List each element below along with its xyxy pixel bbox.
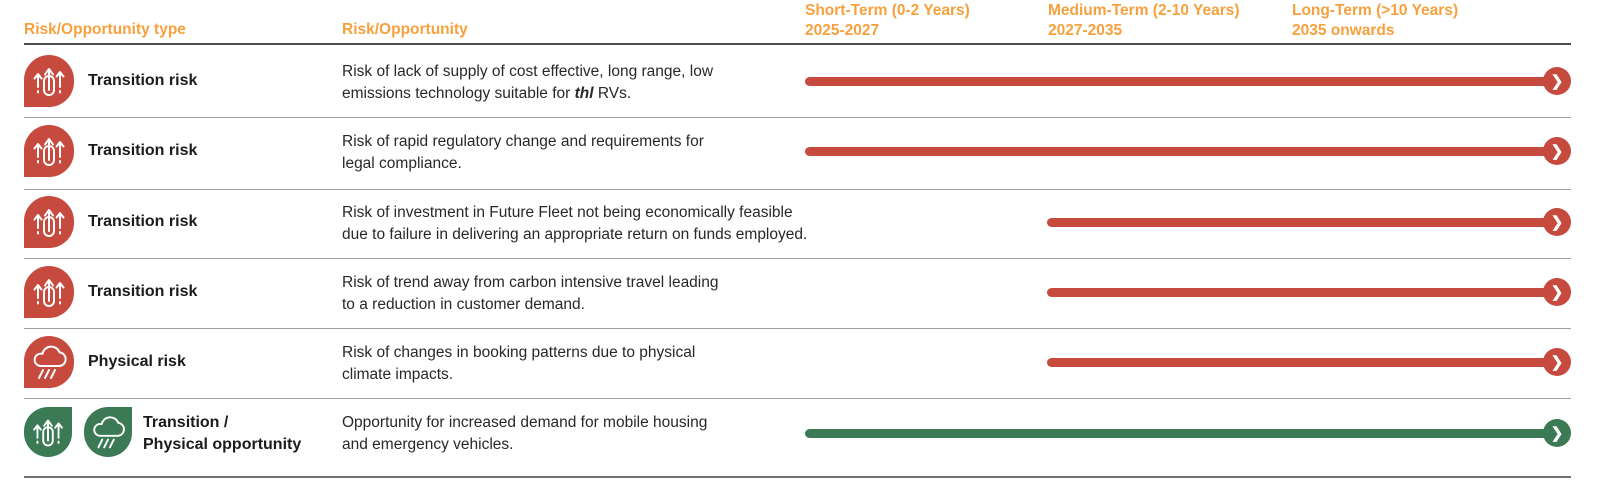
description-text: Risk of lack of supply of cost effective… — [342, 63, 714, 102]
timeline-arrow-head: ❯ — [1543, 137, 1571, 165]
description-brand-text: thl — [574, 85, 594, 102]
timeline-arrow-head: ❯ — [1543, 67, 1571, 95]
timeline-arrow-head: ❯ — [1543, 348, 1571, 376]
row-separator — [24, 189, 1571, 190]
row-type-label: Transition / Physical opportunity — [143, 414, 302, 453]
row-separator — [24, 258, 1571, 259]
timeline-arrow-head: ❯ — [1543, 419, 1571, 447]
header-long-term: Long-Term (>10 Years) 2035 onwards — [1292, 2, 1459, 39]
description-text: RVs. — [593, 85, 632, 102]
row-description: Risk of lack of supply of cost effective… — [342, 61, 713, 105]
row-type-label: Transition risk — [88, 142, 198, 159]
transition-risk-icon — [24, 55, 74, 107]
row-description: Opportunity for increased demand for mob… — [342, 414, 708, 453]
timeline-arrow-head: ❯ — [1543, 208, 1571, 236]
row-type-label: Transition risk — [88, 213, 198, 230]
row-type-label: Transition risk — [88, 72, 198, 89]
header-underline — [24, 43, 1571, 45]
transition-risk-icon — [24, 196, 74, 248]
chevron-right-icon: ❯ — [1550, 72, 1564, 90]
chevron-right-icon: ❯ — [1550, 353, 1564, 371]
row-description: Risk of trend away from carbon intensive… — [342, 274, 719, 313]
chevron-right-icon: ❯ — [1550, 424, 1564, 442]
header-short-term: Short-Term (0-2 Years) 2025-2027 — [805, 2, 970, 39]
header-risk-opportunity-type: Risk/Opportunity type — [24, 21, 186, 38]
timeline-arrow-line — [805, 147, 1550, 156]
header-risk-opportunity: Risk/Opportunity — [342, 21, 468, 38]
row-separator — [24, 398, 1571, 399]
timeline-arrow-line — [805, 77, 1550, 86]
transition-risk-icon — [24, 266, 74, 318]
physical-opportunity-icon — [84, 407, 132, 457]
row-description: Risk of rapid regulatory change and requ… — [342, 133, 704, 172]
row-type-label: Transition risk — [88, 283, 198, 300]
row-description: Risk of changes in booking patterns due … — [342, 344, 696, 383]
timeline-arrow-line — [1047, 218, 1550, 227]
chevron-right-icon: ❯ — [1550, 142, 1564, 160]
chevron-right-icon: ❯ — [1550, 283, 1564, 301]
timeline-arrow-line — [1047, 288, 1550, 297]
physical-risk-icon — [24, 336, 74, 388]
timeline-arrow-line — [1047, 358, 1550, 367]
row-type-label: Physical risk — [88, 353, 186, 370]
row-description: Risk of investment in Future Fleet not b… — [342, 204, 808, 243]
transition-risk-icon — [24, 125, 74, 177]
header-medium-term: Medium-Term (2-10 Years) 2027-2035 — [1048, 2, 1240, 39]
chevron-right-icon: ❯ — [1550, 213, 1564, 231]
timeline-arrow-head: ❯ — [1543, 278, 1571, 306]
row-separator — [24, 117, 1571, 118]
transition-opportunity-icon — [24, 407, 72, 457]
row-separator — [24, 328, 1571, 329]
table-bottom-border — [24, 476, 1571, 478]
timeline-arrow-line — [805, 429, 1550, 438]
